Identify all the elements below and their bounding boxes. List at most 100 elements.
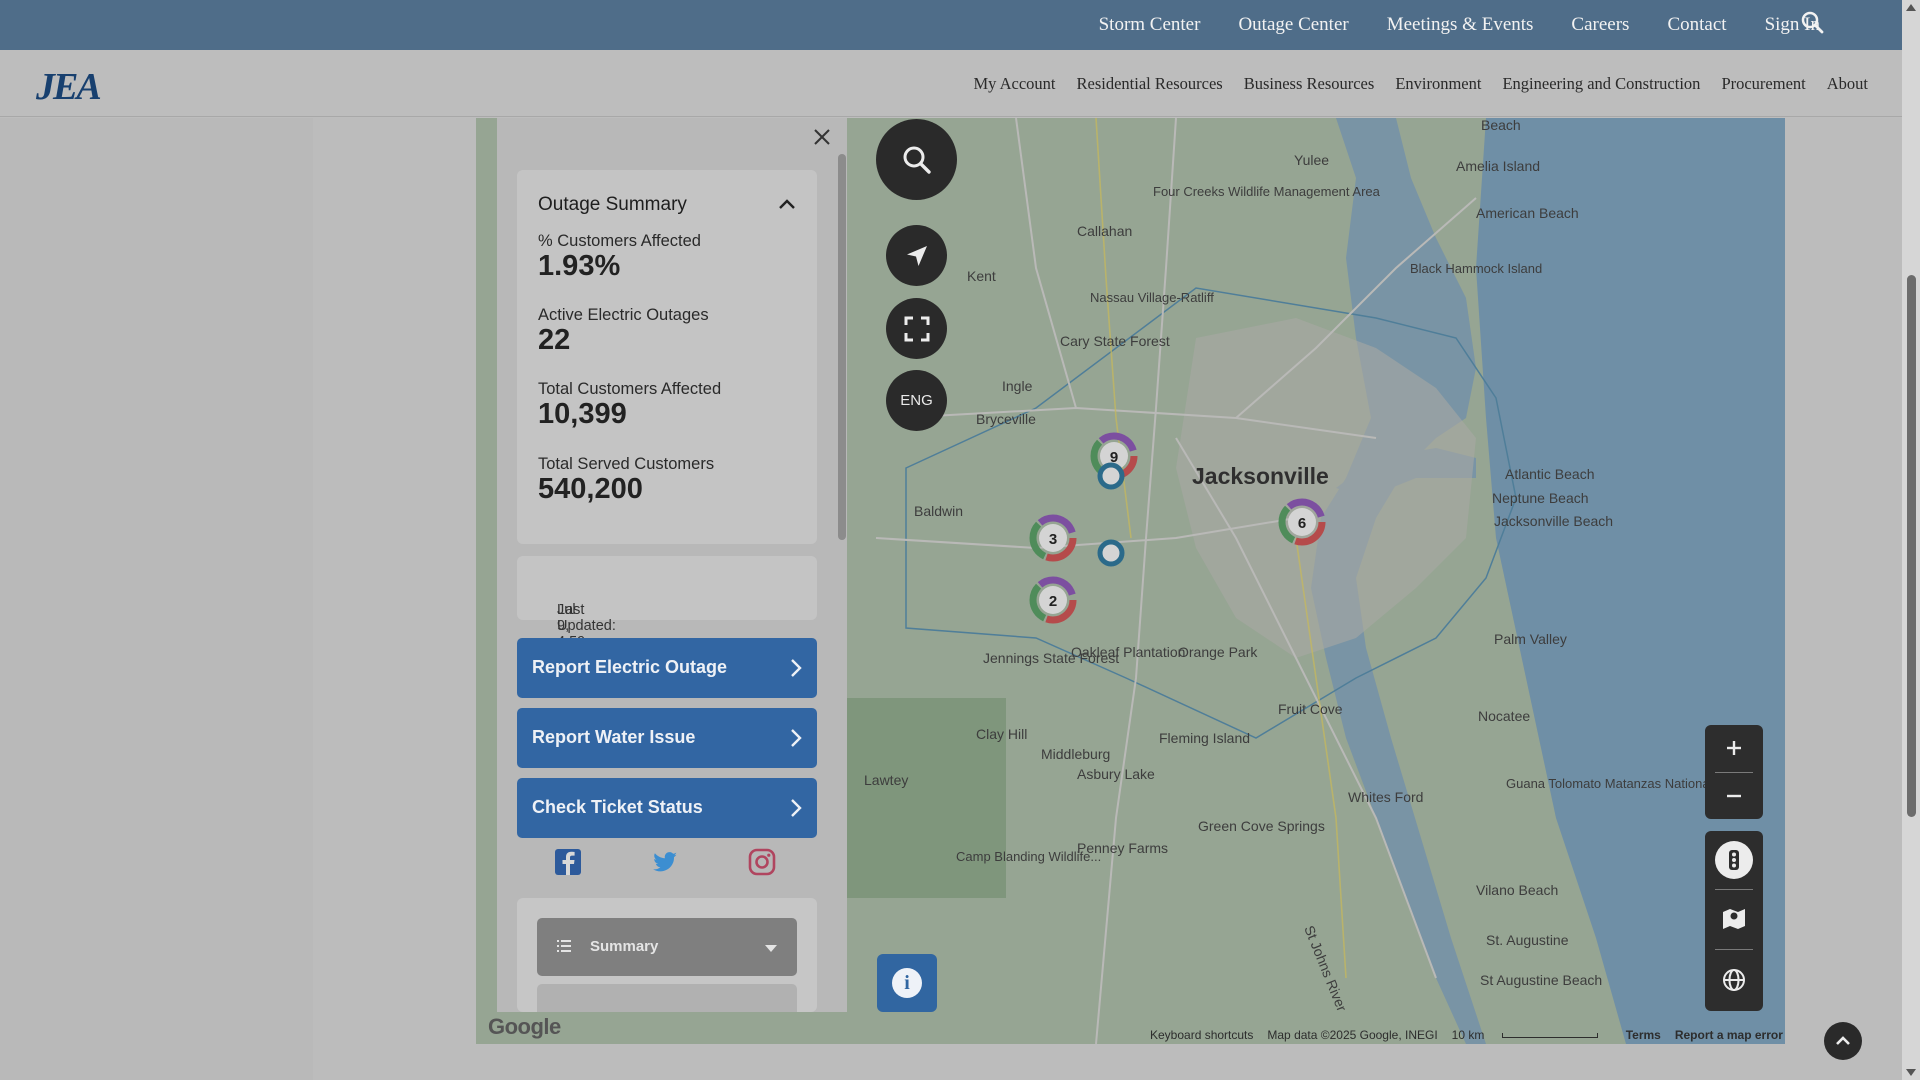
language-toggle-button[interactable]: ENG [886, 370, 947, 431]
twitter-icon[interactable] [650, 847, 680, 877]
map-layer-control [1705, 831, 1763, 1011]
stat-label-active-outages: Active Electric Outages [538, 306, 709, 324]
map-label-city: Cary State Forest [1060, 333, 1170, 349]
last-updated-card: Last Updated: Jul 9, 4:59 PM [517, 556, 817, 666]
stat-value-pct-affected: 1.93% [538, 250, 621, 282]
report-electric-outage-button[interactable]: Report Electric Outage [517, 638, 817, 698]
map-label-area: Guana Tolomato Matanzas National... [1506, 776, 1723, 791]
terms-link[interactable]: Terms [1625, 1028, 1661, 1042]
stat-label-customers-affected: Total Customers Affected [538, 380, 722, 398]
map-label-city: Yulee [1294, 152, 1329, 168]
summary-view-card: Summary [517, 898, 817, 1012]
cluster-count-9: 9 [1110, 449, 1118, 466]
jea-logo[interactable]: JEA [36, 66, 102, 108]
close-icon[interactable] [809, 124, 835, 150]
map-label-city: Jacksonville Beach [1494, 513, 1613, 529]
map-label-city: Whites Ford [1348, 789, 1423, 805]
back-to-top-button[interactable] [1824, 1022, 1862, 1060]
view-select-dropdown[interactable]: Summary [537, 918, 797, 976]
map-label-city: Neptune Beach [1492, 490, 1589, 506]
view-select-value: Summary [590, 938, 659, 955]
map-label-city: Nocatee [1478, 708, 1530, 724]
outage-cluster-3[interactable] [1029, 514, 1077, 562]
left-gutter [0, 118, 313, 1080]
check-ticket-status-button[interactable]: Check Ticket Status [517, 778, 817, 838]
chevron-down-icon [765, 945, 777, 952]
layer-divider [1715, 949, 1753, 950]
map-label-city: Asbury Lake [1077, 766, 1155, 782]
map-attribution: Keyboard shortcuts Map data ©2025 Google… [1150, 1026, 1797, 1044]
report-map-error-link[interactable]: Report a map error [1674, 1028, 1783, 1042]
map-label-city: Kent [967, 268, 996, 284]
nav-about[interactable]: About [1826, 73, 1868, 93]
map-label-city: Nassau Village-Ratliff [1090, 290, 1214, 305]
layer-divider [1715, 889, 1753, 890]
map-label-city: St Augustine Beach [1480, 972, 1602, 988]
facebook-icon[interactable] [553, 847, 583, 877]
traffic-icon[interactable] [1714, 840, 1754, 880]
map-label-city: Middleburg [1041, 746, 1110, 762]
map-icon[interactable] [1721, 907, 1747, 931]
last-updated-text: Last Updated: Jul 9, 4:59 PM [537, 579, 616, 666]
fullscreen-icon [904, 316, 929, 341]
panel-scrollbar[interactable] [838, 154, 846, 540]
map-label-area: Four Creeks Wildlife Management Area [1153, 184, 1381, 199]
nav-business-resources[interactable]: Business Resources [1243, 73, 1375, 93]
map-label-city: Jacksonville [1192, 463, 1329, 489]
keyboard-shortcuts-link[interactable]: Keyboard shortcuts [1150, 1028, 1254, 1042]
nav-outage-center[interactable]: Outage Center [1238, 14, 1349, 35]
outage-cluster-6[interactable] [1278, 498, 1326, 546]
stat-value-customers-affected: 10,399 [538, 398, 627, 430]
nav-engineering-construction[interactable]: Engineering and Construction [1502, 73, 1701, 93]
map-scale[interactable]: 10 km [1452, 1028, 1612, 1042]
google-logo: Google [488, 1014, 561, 1039]
nav-environment[interactable]: Environment [1395, 73, 1482, 93]
search-icon[interactable] [1800, 10, 1826, 36]
globe-icon[interactable] [1722, 968, 1746, 992]
map-label-city: Beach [1481, 118, 1521, 133]
cluster-count-2: 2 [1049, 593, 1057, 610]
zoom-control [1705, 725, 1763, 819]
scroll-up-arrow-icon[interactable] [1906, 4, 1916, 11]
map-label-city: Orange Park [1178, 644, 1258, 660]
page-scrollbar[interactable] [1902, 0, 1920, 1080]
chevron-up-icon[interactable] [776, 193, 798, 215]
stat-label-pct-affected: % Customers Affected [538, 232, 701, 250]
map-search-button[interactable] [876, 119, 957, 200]
minus-icon[interactable] [1724, 786, 1744, 806]
nav-my-account[interactable]: My Account [973, 73, 1056, 93]
secondary-dropdown[interactable] [537, 984, 797, 1012]
last-updated-label: Last Updated: [557, 602, 616, 634]
nav-contact[interactable]: Contact [1667, 14, 1727, 35]
zoom-divider [1715, 772, 1753, 773]
chevron-right-icon [791, 729, 802, 747]
check-ticket-status-label: Check Ticket Status [532, 797, 703, 817]
fullscreen-button[interactable] [886, 298, 947, 359]
map-label-city: Callahan [1077, 223, 1132, 239]
plus-icon[interactable] [1724, 738, 1744, 758]
map-label-city: Amelia Island [1456, 158, 1540, 174]
locate-me-button[interactable] [886, 225, 947, 286]
nav-residential-resources[interactable]: Residential Resources [1076, 73, 1223, 93]
nav-meetings-events[interactable]: Meetings & Events [1386, 14, 1534, 35]
nav-sign-in[interactable]: Sign In [1764, 14, 1820, 35]
instagram-icon[interactable] [747, 847, 777, 877]
scroll-down-arrow-icon[interactable] [1906, 1069, 1916, 1076]
scrollbar-thumb[interactable] [1907, 275, 1916, 817]
outage-marker[interactable] [1097, 539, 1125, 567]
list-icon [557, 940, 571, 952]
report-water-issue-button[interactable]: Report Water Issue [517, 708, 817, 768]
chevron-right-icon [791, 659, 802, 677]
map-data-attribution: Map data ©2025 Google, INEGI [1267, 1028, 1438, 1042]
map-label-city: Atlantic Beach [1505, 466, 1595, 482]
main-nav: My Account Residential Resources Busines… [952, 50, 1868, 117]
nav-procurement[interactable]: Procurement [1721, 73, 1806, 93]
map-scale-label: 10 km [1451, 1028, 1485, 1042]
outage-marker[interactable] [1097, 462, 1125, 490]
cluster-count-6: 6 [1298, 515, 1306, 532]
main-header: JEA My Account Residential Resources Bus… [0, 50, 1902, 117]
nav-careers[interactable]: Careers [1571, 14, 1630, 35]
nav-storm-center[interactable]: Storm Center [1098, 14, 1201, 35]
outage-cluster-2[interactable] [1029, 576, 1077, 624]
map-info-button[interactable]: i [877, 954, 937, 1012]
